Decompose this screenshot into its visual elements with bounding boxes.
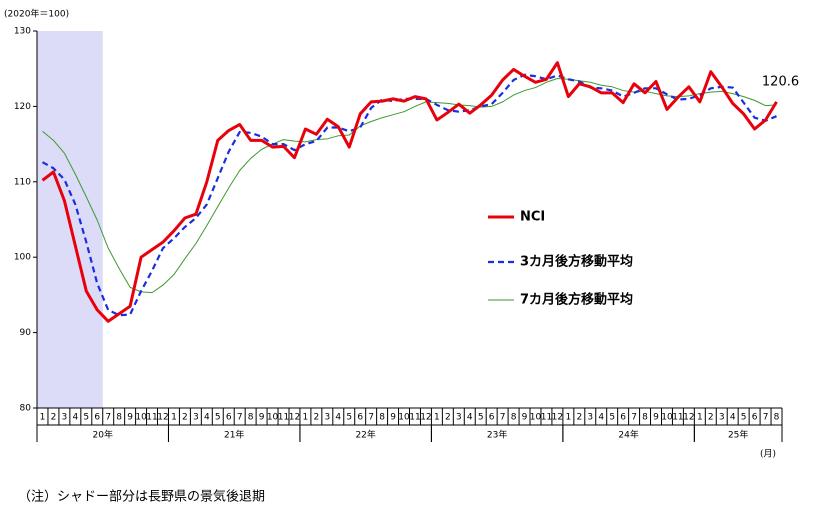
x-tick-label: 2 [182,413,188,423]
year-label: 24年 [618,429,638,441]
x-tick-label: 3 [719,413,725,423]
value-label: 120.6 [762,74,799,89]
x-tick-label: 1 [40,413,46,423]
x-tick-label: 4 [467,413,473,423]
x-tick-label: 2 [576,413,582,423]
x-tick-label: 12 [683,413,694,423]
x-tick-label: 9 [390,413,396,423]
x-tick-label: 2 [314,413,320,423]
x-tick-label: 4 [72,413,78,423]
x-tick-label: 5 [83,413,89,423]
x-tick-label: 11 [278,413,289,423]
x-unit: (月) [760,449,776,460]
year-label: 23年 [487,429,507,441]
x-tick-label: 5 [609,413,615,423]
y-tick-label: 120 [14,102,31,112]
y-tick-label: 90 [20,328,32,338]
y-tick-label: 110 [14,177,31,187]
x-tick-label: 7 [105,413,111,423]
x-tick-label: 5 [346,413,352,423]
x-tick-label: 8 [379,413,385,423]
x-tick-label: 1 [697,413,703,423]
x-tick-label: 5 [478,413,484,423]
x-tick-label: 4 [335,413,341,423]
x-tick-label: 4 [730,413,736,423]
x-tick-label: 6 [752,413,758,423]
x-tick-label: 6 [94,413,100,423]
legend-label: 3カ月後方移動平均 [520,254,633,270]
x-tick-label: 3 [324,413,330,423]
unit-label: (2020年＝100) [4,8,69,20]
x-tick-label: 5 [215,413,221,423]
y-tick-label: 130 [14,27,31,37]
x-tick-label: 7 [763,413,769,423]
x-tick-label: 12 [420,413,431,423]
x-tick-label: 2 [445,413,451,423]
year-label: 25年 [728,429,748,441]
x-tick-label: 8 [116,413,122,423]
x-tick-label: 10 [267,413,279,423]
x-tick-label: 5 [741,413,747,423]
x-tick-label: 8 [511,413,517,423]
y-tick-label: 80 [20,404,32,414]
x-tick-label: 8 [774,413,780,423]
year-label: 21年 [224,429,244,441]
x-tick-label: 3 [62,413,68,423]
x-tick-label: 1 [434,413,440,423]
x-tick-label: 4 [598,413,604,423]
x-tick-label: 7 [237,413,243,423]
x-tick-label: 10 [398,413,410,423]
x-tick-label: 3 [587,413,593,423]
x-tick-label: 10 [661,413,673,423]
x-tick-label: 1 [303,413,309,423]
x-tick-label: 6 [620,413,626,423]
x-tick-label: 7 [368,413,374,423]
x-tick-label: 12 [157,413,168,423]
x-tick-label: 11 [541,413,552,423]
series-line [41,61,778,323]
x-tick-label: 11 [146,413,157,423]
x-tick-label: 6 [357,413,363,423]
x-tick-label: 10 [530,413,542,423]
series-line [42,78,777,294]
x-tick-label: 1 [565,413,571,423]
x-tick-label: 9 [653,413,659,423]
x-tick-label: 9 [127,413,133,423]
x-tick-label: 11 [672,413,683,423]
x-tick-label: 1 [171,413,177,423]
x-tick-label: 2 [51,413,57,423]
x-tick-label: 8 [642,413,648,423]
x-tick-label: 8 [248,413,254,423]
x-tick-label: 9 [259,413,265,423]
x-tick-label: 3 [193,413,199,423]
legend-label: NCI [520,210,545,225]
x-tick-label: 12 [289,413,300,423]
x-tick-label: 9 [522,413,528,423]
year-label: 22年 [355,429,375,441]
note: （注）シャドー部分は長野県の景気後退期 [18,489,265,505]
year-label: 20年 [93,429,113,441]
x-tick-label: 7 [631,413,637,423]
legend-label: 7カ月後方移動平均 [520,292,633,308]
x-tick-label: 6 [226,413,232,423]
x-tick-label: 6 [489,413,495,423]
x-tick-label: 11 [409,413,420,423]
x-tick-label: 2 [708,413,714,423]
x-tick-label: 3 [456,413,462,423]
x-tick-label: 10 [135,413,147,423]
x-tick-label: 7 [500,413,506,423]
y-tick-label: 100 [14,253,31,263]
x-tick-label: 12 [552,413,563,423]
x-tick-label: 4 [204,413,210,423]
